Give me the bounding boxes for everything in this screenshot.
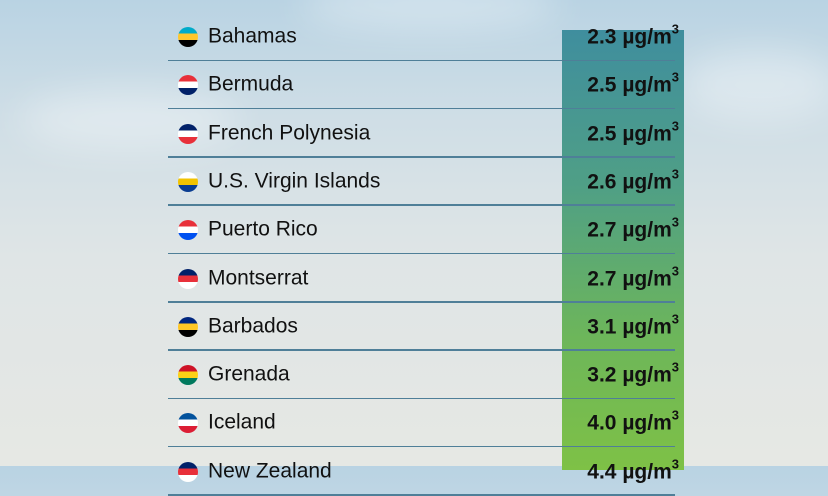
pm25-value: 2.6 µg/m3 — [587, 166, 679, 194]
iceland-flag-icon — [178, 413, 198, 434]
cloud — [20, 90, 240, 150]
us-virgin-islands-flag-icon — [178, 171, 198, 192]
country-name: Puerto Rico — [208, 217, 318, 241]
country-name: New Zealand — [208, 459, 332, 483]
country-name: Bahamas — [208, 24, 297, 48]
table-row: U.S. Virgin Islands 2.6 µg/m3 — [168, 158, 679, 206]
table-row: Montserrat 2.7 µg/m3 — [168, 255, 679, 303]
value-column-highlight — [562, 30, 684, 470]
bahamas-flag-icon — [178, 27, 198, 47]
row-divider — [168, 301, 675, 303]
pm25-value: 2.5 µg/m3 — [587, 69, 679, 97]
country-name: Barbados — [208, 314, 298, 338]
french-polynesia-flag-icon — [178, 123, 198, 144]
pm25-value: 2.7 µg/m3 — [587, 262, 679, 290]
country-name: Bermuda — [208, 72, 294, 96]
table-row: Iceland 4.0 µg/m3 — [168, 399, 679, 448]
table-row: Puerto Rico 2.7 µg/m3 — [168, 206, 679, 255]
table-row: Bermuda 2.5 µg/m3 — [168, 61, 679, 110]
row-divider — [168, 107, 675, 110]
row-divider — [168, 397, 675, 400]
country-name: Grenada — [208, 362, 290, 386]
country-name: Iceland — [208, 410, 276, 434]
table-row: French Polynesia 2.5 µg/m3 — [168, 110, 679, 158]
row-divider — [168, 349, 675, 351]
row-divider — [168, 252, 675, 255]
country-name: French Polynesia — [208, 121, 371, 145]
montserrat-flag-icon — [178, 268, 198, 289]
country-name: U.S. Virgin Islands — [208, 169, 381, 193]
table-row: Grenada 3.2 µg/m3 — [168, 351, 679, 400]
country-name: Montserrat — [208, 266, 309, 290]
puerto-rico-flag-icon — [178, 220, 198, 241]
table-row: Bahamas 2.3 µg/m3 — [168, 13, 679, 61]
row-divider — [168, 494, 675, 496]
table-row: Barbados 3.1 µg/m3 — [168, 303, 679, 351]
table-row: New Zealand 4.4 µg/m3 — [168, 448, 679, 496]
pm25-value: 3.1 µg/m3 — [587, 311, 679, 339]
row-divider — [168, 445, 675, 448]
bermuda-flag-icon — [178, 75, 198, 96]
row-divider — [168, 59, 675, 61]
cloud — [680, 50, 828, 120]
barbados-flag-icon — [178, 316, 198, 337]
grenada-flag-icon — [178, 365, 198, 386]
pm25-value: 2.7 µg/m3 — [587, 214, 679, 242]
pm25-value: 3.2 µg/m3 — [587, 359, 679, 387]
row-divider — [168, 204, 675, 206]
row-divider — [168, 156, 675, 158]
pm25-value: 2.5 µg/m3 — [587, 118, 679, 146]
pm25-value: 4.4 µg/m3 — [587, 456, 679, 484]
pm25-value: 4.0 µg/m3 — [587, 407, 679, 435]
pm25-value: 2.3 µg/m3 — [587, 21, 679, 49]
new-zealand-flag-icon — [178, 461, 198, 482]
